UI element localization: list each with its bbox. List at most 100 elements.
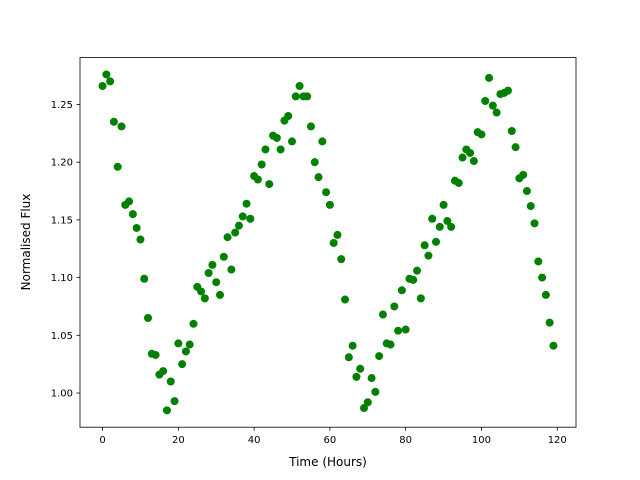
data-point [170, 397, 179, 406]
data-point [538, 273, 547, 282]
data-point [526, 202, 535, 211]
data-point [185, 340, 194, 349]
data-point [318, 137, 327, 146]
data-point [162, 406, 171, 415]
x-tick-label: 60 [324, 435, 337, 446]
data-point [181, 347, 190, 356]
data-point [106, 77, 115, 86]
data-point [272, 133, 281, 142]
data-point [276, 145, 285, 154]
data-point [219, 252, 228, 261]
x-axis-label: Time (Hours) [288, 455, 367, 469]
data-point [477, 130, 486, 139]
data-point [481, 97, 490, 106]
data-point [390, 302, 399, 311]
data-point [128, 210, 137, 219]
data-point [314, 173, 323, 182]
data-point [109, 117, 118, 126]
data-point [394, 326, 403, 335]
data-point [522, 187, 531, 196]
data-point [466, 148, 475, 157]
y-tick-label: 1.15 [51, 215, 73, 226]
data-point [200, 294, 209, 303]
data-point [117, 122, 126, 131]
y-tick-label: 1.25 [51, 100, 73, 111]
data-point [413, 266, 422, 275]
data-point [261, 145, 270, 154]
x-tick-label: 80 [399, 435, 412, 446]
data-point [231, 228, 240, 237]
y-tick-label: 1.20 [51, 158, 73, 169]
data-point [295, 81, 304, 90]
data-point [325, 200, 334, 209]
data-point [223, 233, 232, 242]
x-tick-label: 120 [548, 435, 567, 446]
data-point [492, 108, 501, 117]
data-point [469, 157, 478, 166]
data-point [507, 127, 516, 136]
data-point [386, 340, 395, 349]
data-point [397, 286, 406, 295]
data-point [189, 319, 198, 328]
x-tick-label: 20 [172, 435, 185, 446]
data-point [178, 360, 187, 369]
data-point [337, 255, 346, 264]
data-point [420, 241, 429, 250]
data-point [329, 238, 338, 247]
data-point [511, 143, 520, 152]
data-point [333, 230, 342, 239]
data-point [416, 294, 425, 303]
y-axis-label: Normalised Flux [19, 194, 33, 291]
data-point [291, 92, 300, 101]
data-point [549, 341, 558, 350]
data-point [212, 278, 221, 287]
data-point [371, 387, 380, 396]
data-point [197, 287, 206, 296]
data-point [424, 251, 433, 260]
data-point [227, 265, 236, 274]
data-point [530, 219, 539, 228]
data-point [257, 160, 266, 169]
data-point [322, 188, 331, 197]
x-tick-label: 40 [248, 435, 261, 446]
data-point [409, 275, 418, 284]
data-point [174, 339, 183, 348]
x-tick-label: 0 [99, 435, 105, 446]
data-point [140, 274, 149, 283]
data-point [447, 222, 456, 231]
data-point [363, 398, 372, 407]
data-point [246, 214, 255, 223]
data-point [166, 377, 175, 386]
data-point [102, 70, 111, 79]
data-point [485, 73, 494, 82]
data-point [367, 374, 376, 383]
data-point [431, 237, 440, 246]
y-tick-label: 1.05 [51, 331, 73, 342]
data-point [356, 364, 365, 373]
data-point [136, 235, 145, 244]
data-point [151, 350, 160, 359]
data-point [310, 158, 319, 167]
data-point [265, 180, 274, 189]
data-point [242, 199, 251, 208]
data-point [253, 175, 262, 184]
data-point [439, 200, 448, 209]
data-point [303, 92, 312, 101]
data-point [204, 268, 213, 277]
data-point [378, 310, 387, 319]
data-point [113, 162, 122, 171]
y-tick-label: 1.00 [51, 389, 73, 400]
data-point [375, 352, 384, 361]
data-point [534, 257, 543, 266]
plot-frame [79, 57, 577, 428]
y-tick-label: 1.10 [51, 273, 73, 284]
data-point [541, 290, 550, 299]
data-point [359, 404, 368, 413]
data-point [144, 314, 153, 323]
data-point [545, 318, 554, 327]
data-point [341, 295, 350, 304]
data-point [428, 214, 437, 223]
data-point [125, 197, 134, 206]
data-point [401, 325, 410, 334]
